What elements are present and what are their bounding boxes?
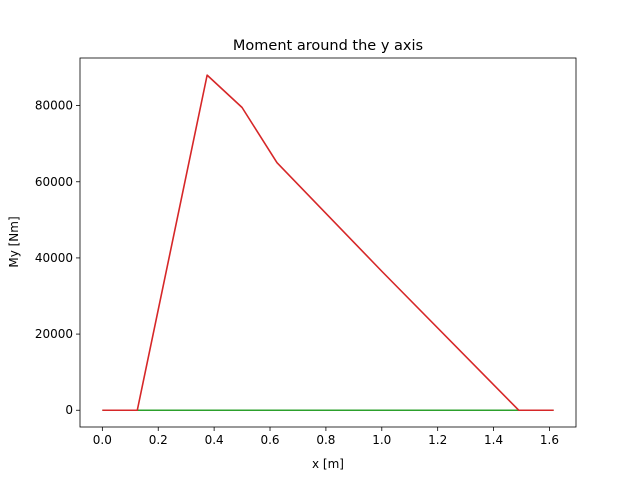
x-tick-label: 0.2 bbox=[149, 433, 168, 447]
x-axis-label: x [m] bbox=[312, 457, 344, 471]
x-tick-label: 1.2 bbox=[428, 433, 447, 447]
x-tick-label: 1.4 bbox=[484, 433, 503, 447]
y-tick-label: 60000 bbox=[35, 175, 73, 189]
x-axis-ticks: 0.0 0.2 0.4 0.6 0.8 1.0 1.2 1.4 1.6 bbox=[93, 427, 559, 447]
x-tick-label: 1.0 bbox=[372, 433, 391, 447]
x-tick-label: 0.0 bbox=[93, 433, 112, 447]
chart-title: Moment around the y axis bbox=[233, 38, 423, 54]
plot-frame bbox=[79, 57, 577, 428]
x-tick-label: 0.8 bbox=[316, 433, 335, 447]
x-tick-label: 0.4 bbox=[205, 433, 224, 447]
x-tick-label: 1.6 bbox=[540, 433, 559, 447]
x-tick-label: 0.6 bbox=[260, 433, 279, 447]
y-tick-label: 40000 bbox=[35, 251, 73, 265]
y-tick-label: 80000 bbox=[35, 99, 73, 113]
plot-area bbox=[80, 58, 576, 427]
series-line-1 bbox=[102, 74, 554, 412]
series-layer bbox=[102, 74, 554, 412]
y-tick-label: 0 bbox=[65, 403, 73, 417]
y-tick-label: 20000 bbox=[35, 327, 73, 341]
y-axis-label: My [Nm] bbox=[7, 216, 21, 267]
y-axis-ticks: 0 20000 40000 60000 80000 bbox=[35, 99, 80, 417]
